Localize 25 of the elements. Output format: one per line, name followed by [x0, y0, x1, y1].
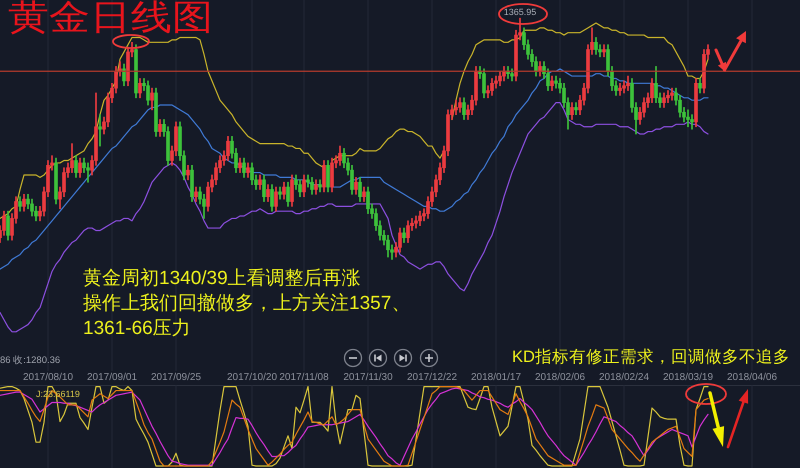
chart-title: 黄金日线图: [8, 0, 213, 37]
x-tick-label: 2018/03/19: [662, 372, 714, 383]
candlestick: [318, 179, 322, 192]
candlestick: [670, 88, 674, 101]
x-tick-label: 2017/12/22: [406, 372, 458, 383]
x-tick-label: 2017/09/01: [86, 372, 138, 383]
x-tick-label: 2018/04/06: [726, 372, 778, 383]
text: KD指标有修正需求，回调做多不追多: [512, 348, 790, 368]
x-tick-label: 2017/10/20: [226, 372, 278, 383]
candlestick: [626, 76, 630, 91]
x-tick-label: 2018/01/17: [470, 372, 522, 383]
text: 86 收:1280.36: [0, 355, 60, 366]
x-tick-label: 2017/09/25: [150, 372, 202, 383]
x-tick-label: 2017/11/30: [343, 372, 394, 383]
candlestick: [686, 110, 690, 128]
x-tick-label: 2018/02/06: [534, 372, 586, 383]
candlestick: [278, 186, 282, 200]
annotation: 1365.95: [504, 7, 536, 18]
x-tick-label: 2018/02/24: [598, 372, 650, 383]
x-tick-label: 2017/08/10: [22, 372, 74, 383]
text: 黄金周初1340/39上看调整后再涨操作上我们回撤做多，上方关注1357、1361-66压力: [83, 267, 410, 341]
candlestick: [618, 82, 622, 96]
candlestick: [574, 102, 578, 116]
candlestick: [98, 114, 102, 146]
x-tick-label: 2017/11/08: [279, 372, 330, 383]
